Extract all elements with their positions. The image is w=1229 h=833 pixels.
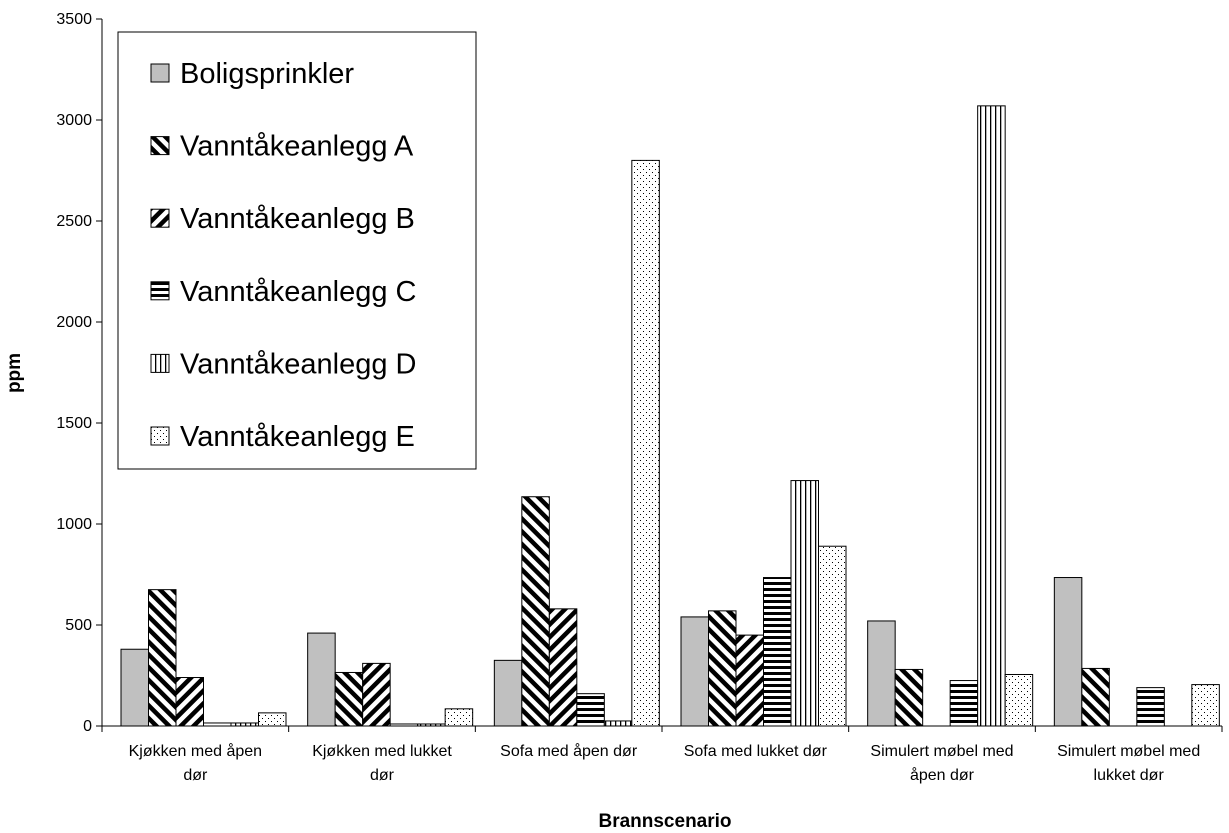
bar-vannt-keanlegg-b-3 [735,634,764,727]
legend-label: Vanntåkeanlegg A [180,131,414,163]
x-category-label: Kjøkken med åpen [129,742,262,760]
x-category-label: lukket dør [1094,767,1165,784]
bar-vannt-keanlegg-d-1 [417,723,446,727]
bar-vannt-keanlegg-d-2 [603,720,633,727]
bar-vannt-keanlegg-e-1 [444,708,474,727]
legend-swatch [150,136,170,156]
legend-label: Vanntåkeanlegg D [180,348,416,380]
y-tick-label: 2500 [56,213,92,230]
bar-vannt-keanlegg-b-0 [175,677,204,727]
y-tick-label: 1000 [56,516,92,533]
x-axis: Kjøkken med åpen dør Kjøkken med lukket dør… [101,725,1223,784]
legend-label: Vanntåkeanlegg C [180,276,416,308]
legend-swatch [150,353,170,373]
legend: Boligsprinkler Vanntåkeanlegg A Vanntåkean… [117,31,477,470]
bar-vannt-keanlegg-e-5 [1191,684,1220,727]
bar-vannt-keanlegg-e-2 [631,159,660,727]
y-axis-title: ppm [4,353,25,393]
y-tick-label: 2000 [56,314,92,331]
x-category-label: Simulert møbel med [870,743,1013,760]
y-tick-label: 1500 [56,415,92,432]
bar-vannt-keanlegg-a-5 [1081,667,1110,727]
bar-vannt-keanlegg-a-0 [148,589,177,727]
bar-vannt-keanlegg-b-2 [548,608,578,727]
legend-swatch [150,426,170,446]
bar-boligsprinkler-4 [867,620,896,727]
bar-vannt-keanlegg-d-3 [790,480,819,727]
bar-vannt-keanlegg-c-5 [1136,687,1165,727]
y-tick-label: 3000 [56,112,92,129]
bar-vannt-keanlegg-b-1 [362,662,391,727]
bar-vannt-keanlegg-a-3 [708,610,737,727]
legend-label: Boligsprinkler [180,58,354,90]
bar-boligsprinkler-2 [493,659,523,727]
legend-swatch [150,281,170,301]
y-tick-label: 3500 [56,11,92,28]
x-category-label: Sofa med åpen dør [500,742,638,760]
legend-label: Vanntåkeanlegg E [180,421,415,453]
bar-vannt-keanlegg-d-4 [977,105,1006,727]
x-category-label: Sofa med lukket dør [684,743,828,760]
bar-vannt-keanlegg-a-1 [334,671,364,727]
y-axis: 0 500 1000 1500 2000 2500 3000 3500 [56,11,103,735]
bar-vannt-keanlegg-c-1 [389,723,419,727]
bar-vannt-keanlegg-c-2 [576,693,605,727]
x-category-label: Simulert møbel med [1057,743,1200,760]
bar-boligsprinkler-3 [680,616,709,727]
legend-swatch [150,63,170,83]
bar-vannt-keanlegg-a-2 [521,496,550,727]
x-category-label: Kjøkken med lukket [312,743,452,760]
y-tick-label: 500 [65,617,92,634]
bar-vannt-keanlegg-c-3 [763,577,792,727]
x-category-label: dør [183,767,208,784]
x-category-label: åpen dør [910,766,975,784]
y-tick-label: 0 [83,718,92,735]
legend-label: Vanntåkeanlegg B [180,203,415,235]
bar-vannt-keanlegg-a-4 [894,668,924,727]
bar-vannt-keanlegg-d-0 [230,722,259,727]
bar-vannt-keanlegg-e-0 [258,712,287,727]
legend-box [117,31,477,470]
x-axis-title: Brannscenario [598,811,731,832]
bar-vannt-keanlegg-c-4 [949,680,979,727]
legend-swatch [150,208,170,228]
bar-vannt-keanlegg-e-3 [818,545,847,727]
bar-boligsprinkler-1 [307,632,336,727]
bar-vannt-keanlegg-c-0 [203,722,232,727]
x-category-label: dør [370,767,395,784]
bar-boligsprinkler-0 [120,648,149,727]
bars [120,105,1220,727]
bar-vannt-keanlegg-e-4 [1004,673,1034,727]
bar-boligsprinkler-5 [1053,577,1083,727]
